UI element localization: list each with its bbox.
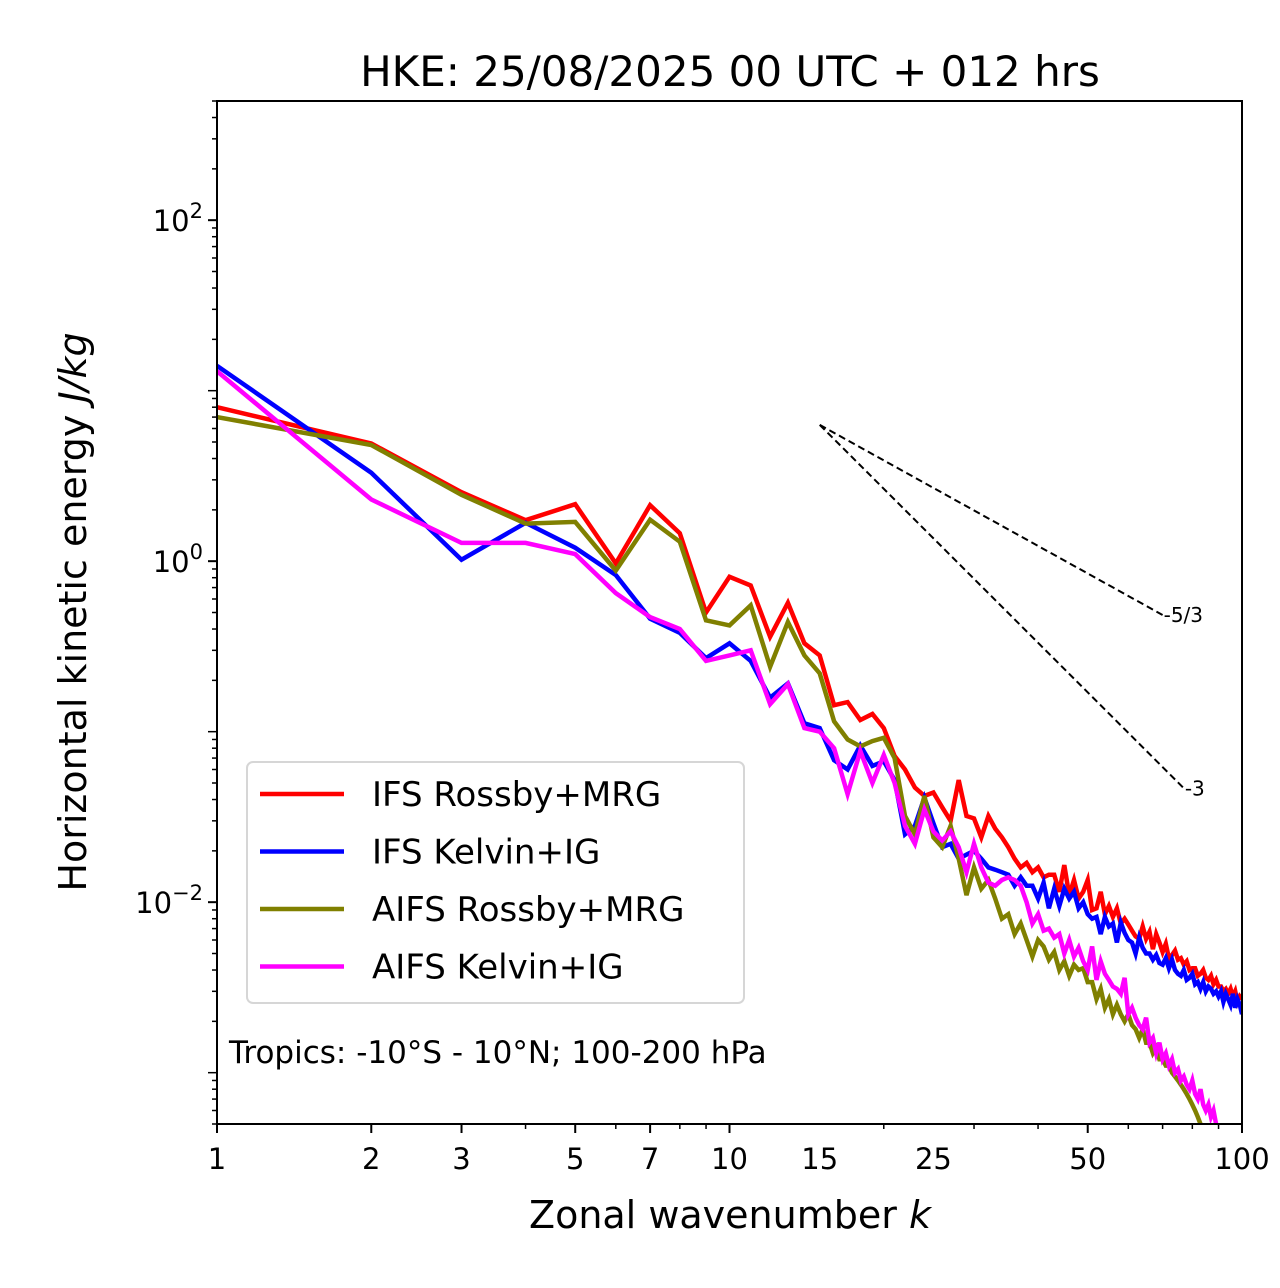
x-tick-label: 25 bbox=[915, 1142, 952, 1176]
legend-box bbox=[246, 761, 745, 1004]
legend: IFS Rossby+MRG IFS Kelvin+IG AIFS Rossby+M… bbox=[246, 761, 745, 1004]
x-tick-label: 2 bbox=[362, 1142, 380, 1176]
y-axis: 10−2 100 102 bbox=[135, 100, 217, 1125]
y-tick-label: 100 bbox=[153, 540, 203, 579]
legend-label: AIFS Rossby+MRG bbox=[372, 890, 684, 930]
y-tick-label: 10−2 bbox=[135, 881, 203, 920]
reference-slopes: -5/3 -3 bbox=[819, 424, 1205, 800]
legend-label: AIFS Kelvin+IG bbox=[372, 948, 624, 988]
x-axis: 1 2 3 5 7 10 15 25 50 100 bbox=[208, 1124, 1270, 1176]
series-line-aifs-rossby-mrg bbox=[217, 414, 1204, 1124]
x-tick-label: 7 bbox=[641, 1142, 659, 1176]
x-tick-label: 5 bbox=[566, 1142, 584, 1176]
x-tick-label: 15 bbox=[801, 1142, 838, 1176]
x-tick-label: 100 bbox=[1214, 1142, 1269, 1176]
x-axis-label: Zonal wavenumber k bbox=[529, 1193, 933, 1237]
series-line-aifs-kelvin-ig bbox=[217, 369, 1219, 1124]
y-axis-label: Horizontal kinetic energy J/kg bbox=[51, 332, 95, 891]
x-tick-label: 1 bbox=[208, 1142, 226, 1176]
x-tick-label: 3 bbox=[452, 1142, 470, 1176]
legend-label: IFS Rossby+MRG bbox=[372, 775, 661, 815]
legend-label: IFS Kelvin+IG bbox=[372, 833, 600, 873]
series-layer bbox=[217, 363, 1242, 1124]
slope-line-minus-3 bbox=[819, 424, 1185, 789]
slope-label-minus-3: -3 bbox=[1185, 776, 1205, 800]
chart-title: HKE: 25/08/2025 00 UTC + 012 hrs bbox=[360, 47, 1100, 96]
series-line-ifs-kelvin-ig bbox=[217, 363, 1242, 1015]
y-tick-label: 102 bbox=[153, 199, 203, 238]
x-tick-label: 50 bbox=[1069, 1142, 1106, 1176]
region-annotation: Tropics: -10°S - 10°N; 100-200 hPa bbox=[228, 1035, 767, 1071]
x-tick-label: 10 bbox=[711, 1142, 748, 1176]
slope-label-minus-5-3: -5/3 bbox=[1164, 603, 1203, 627]
series-line-ifs-rossby-mrg bbox=[217, 405, 1242, 1010]
